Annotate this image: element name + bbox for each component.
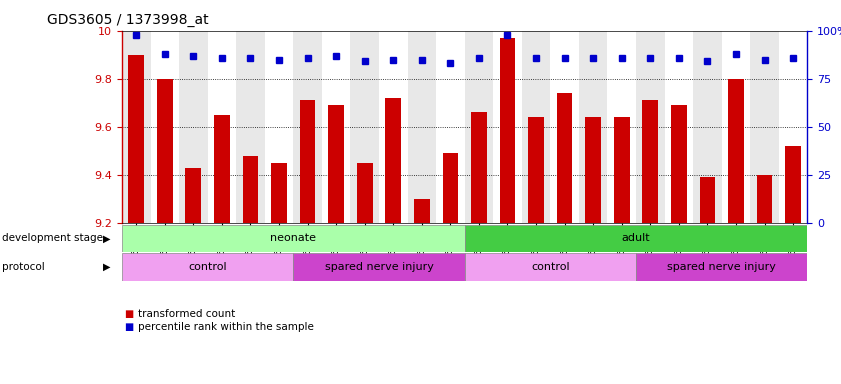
Text: ▶: ▶ — [103, 233, 110, 243]
Bar — [357, 163, 373, 223]
Bar — [493, 31, 521, 223]
Bar — [151, 31, 179, 223]
Text: control: control — [531, 262, 569, 272]
Text: transformed count: transformed count — [138, 309, 235, 319]
Bar — [607, 31, 636, 223]
Bar — [186, 167, 201, 223]
Bar — [208, 31, 236, 223]
Bar — [436, 31, 464, 223]
Bar — [122, 253, 294, 281]
Bar — [122, 31, 151, 223]
Bar — [700, 177, 715, 223]
Bar — [550, 31, 579, 223]
Bar — [294, 253, 464, 281]
Bar — [299, 100, 315, 223]
Text: percentile rank within the sample: percentile rank within the sample — [138, 322, 314, 332]
Bar — [521, 31, 550, 223]
Bar — [179, 31, 208, 223]
Bar — [157, 79, 172, 223]
Bar — [442, 153, 458, 223]
Text: development stage: development stage — [2, 233, 103, 243]
Bar — [464, 31, 493, 223]
Bar — [636, 31, 664, 223]
Bar — [693, 31, 722, 223]
Text: neonate: neonate — [270, 233, 316, 243]
Bar — [385, 98, 401, 223]
Bar — [671, 105, 687, 223]
Bar — [328, 105, 344, 223]
Text: protocol: protocol — [2, 262, 45, 272]
Bar — [779, 31, 807, 223]
Text: ▶: ▶ — [103, 262, 110, 272]
Text: ■: ■ — [124, 309, 134, 319]
Bar — [579, 31, 607, 223]
Bar — [757, 175, 772, 223]
Bar — [636, 253, 807, 281]
Bar — [585, 117, 601, 223]
Bar — [408, 31, 436, 223]
Bar — [664, 31, 693, 223]
Bar — [614, 117, 630, 223]
Text: adult: adult — [621, 233, 650, 243]
Bar — [236, 31, 265, 223]
Bar — [351, 31, 379, 223]
Bar — [122, 225, 464, 252]
Bar — [294, 31, 322, 223]
Bar — [265, 31, 294, 223]
Bar — [728, 79, 743, 223]
Bar — [464, 253, 636, 281]
Bar — [129, 55, 144, 223]
Text: ■: ■ — [124, 322, 134, 332]
Text: spared nerve injury: spared nerve injury — [325, 262, 433, 272]
Text: GDS3605 / 1373998_at: GDS3605 / 1373998_at — [46, 13, 209, 27]
Bar — [722, 31, 750, 223]
Bar — [379, 31, 408, 223]
Bar — [271, 163, 287, 223]
Bar — [322, 31, 351, 223]
Bar — [557, 93, 573, 223]
Text: spared nerve injury: spared nerve injury — [667, 262, 776, 272]
Bar — [242, 156, 258, 223]
Bar — [750, 31, 779, 223]
Bar — [500, 38, 516, 223]
Bar — [471, 113, 487, 223]
Bar — [528, 117, 544, 223]
Bar — [785, 146, 801, 223]
Bar — [464, 225, 807, 252]
Bar — [414, 199, 430, 223]
Bar — [214, 115, 230, 223]
Bar — [643, 100, 659, 223]
Text: control: control — [188, 262, 227, 272]
